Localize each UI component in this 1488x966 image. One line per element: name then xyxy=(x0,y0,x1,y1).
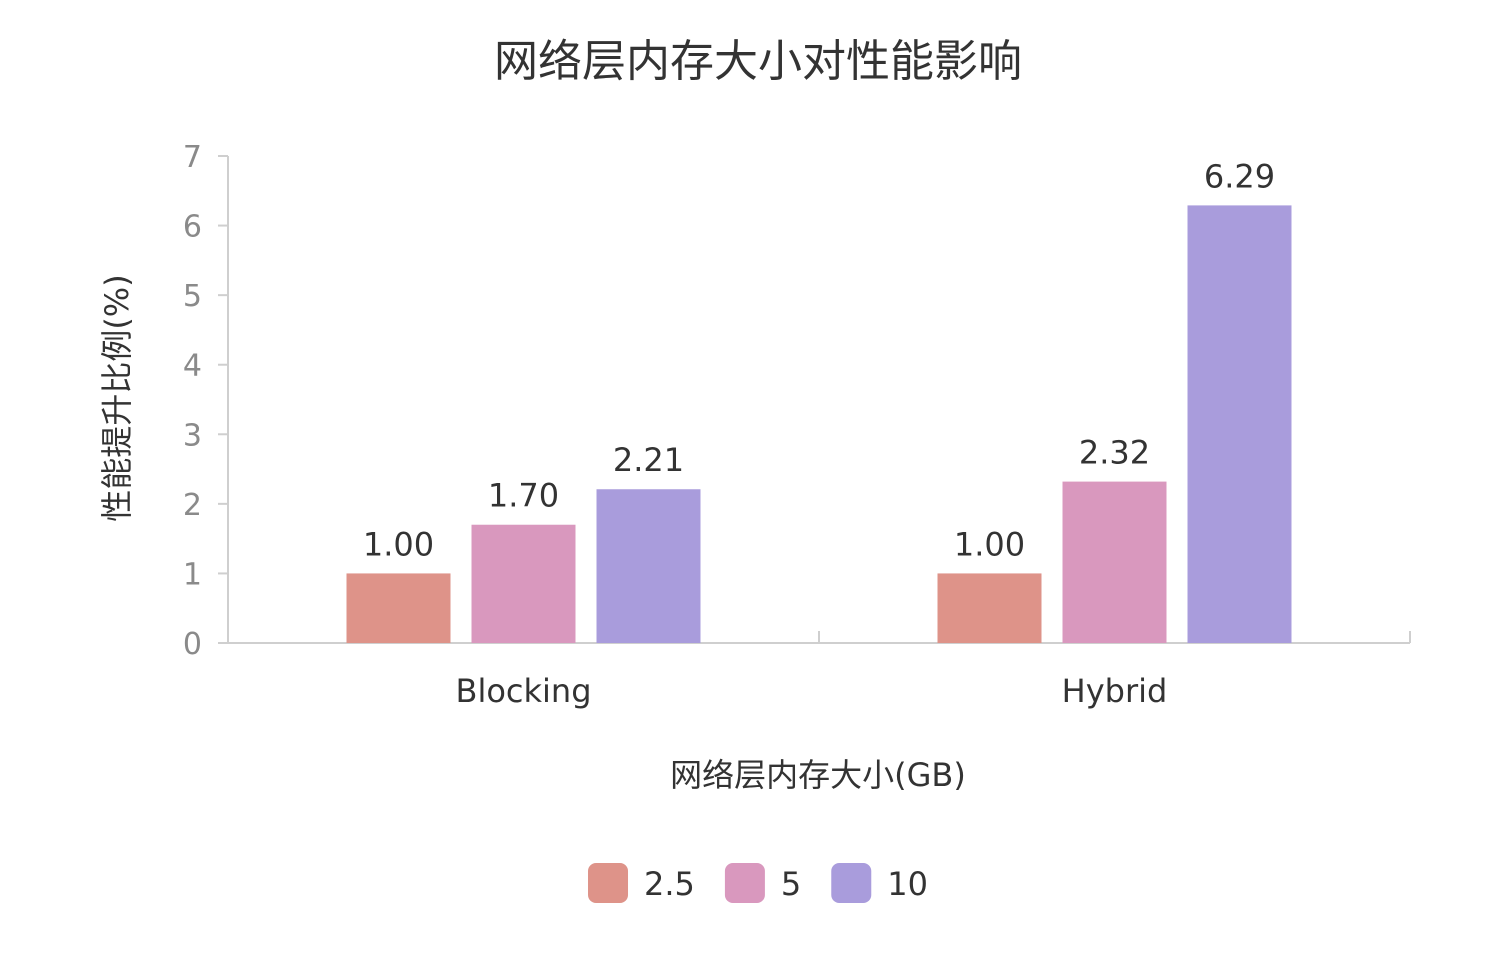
legend: 2.5 5 10 xyxy=(588,863,928,903)
x-axis-title: 网络层内存大小(GB) xyxy=(670,756,966,794)
x-tick-label: Blocking xyxy=(455,672,591,710)
bar xyxy=(596,489,701,643)
legend-item: 2.5 xyxy=(588,863,695,903)
legend-item: 5 xyxy=(724,863,801,903)
y-axis-ticks: 0 1 2 3 4 5 6 7 xyxy=(183,140,228,662)
y-tick-label: 5 xyxy=(183,279,202,314)
bar xyxy=(346,573,451,643)
data-label: 2.32 xyxy=(1079,434,1150,472)
y-tick-label: 1 xyxy=(183,557,202,592)
legend-label: 2.5 xyxy=(644,865,695,903)
y-axis-title: 性能提升比例(%) xyxy=(98,274,136,521)
x-tick-label: Hybrid xyxy=(1062,672,1168,710)
data-label: 2.21 xyxy=(613,441,684,479)
y-tick-label: 4 xyxy=(183,349,202,384)
legend-label: 10 xyxy=(887,865,928,903)
bars xyxy=(346,205,1292,643)
bar xyxy=(1187,205,1292,643)
bar xyxy=(1062,481,1167,643)
value-labels: 1.00 1.70 2.21 1.00 2.32 6.29 xyxy=(363,157,1275,563)
data-label: 1.70 xyxy=(488,477,559,515)
y-tick-label: 6 xyxy=(183,210,202,245)
legend-swatch xyxy=(724,863,765,903)
data-label: 6.29 xyxy=(1204,157,1275,195)
category-labels: Blocking Hybrid xyxy=(455,672,1167,710)
y-tick-label: 2 xyxy=(183,488,202,523)
legend-swatch xyxy=(831,863,872,903)
data-label: 1.00 xyxy=(954,525,1025,563)
y-tick-label: 7 xyxy=(183,140,202,175)
legend-swatch xyxy=(588,863,629,903)
chart-title: 网络层内存大小对性能影响 xyxy=(494,36,1022,87)
bar xyxy=(471,524,576,643)
legend-item: 10 xyxy=(831,863,928,903)
y-tick-label: 3 xyxy=(183,418,202,453)
bar xyxy=(937,573,1042,643)
legend-label: 5 xyxy=(781,865,801,903)
y-tick-label: 0 xyxy=(183,627,202,662)
data-label: 1.00 xyxy=(363,525,434,563)
